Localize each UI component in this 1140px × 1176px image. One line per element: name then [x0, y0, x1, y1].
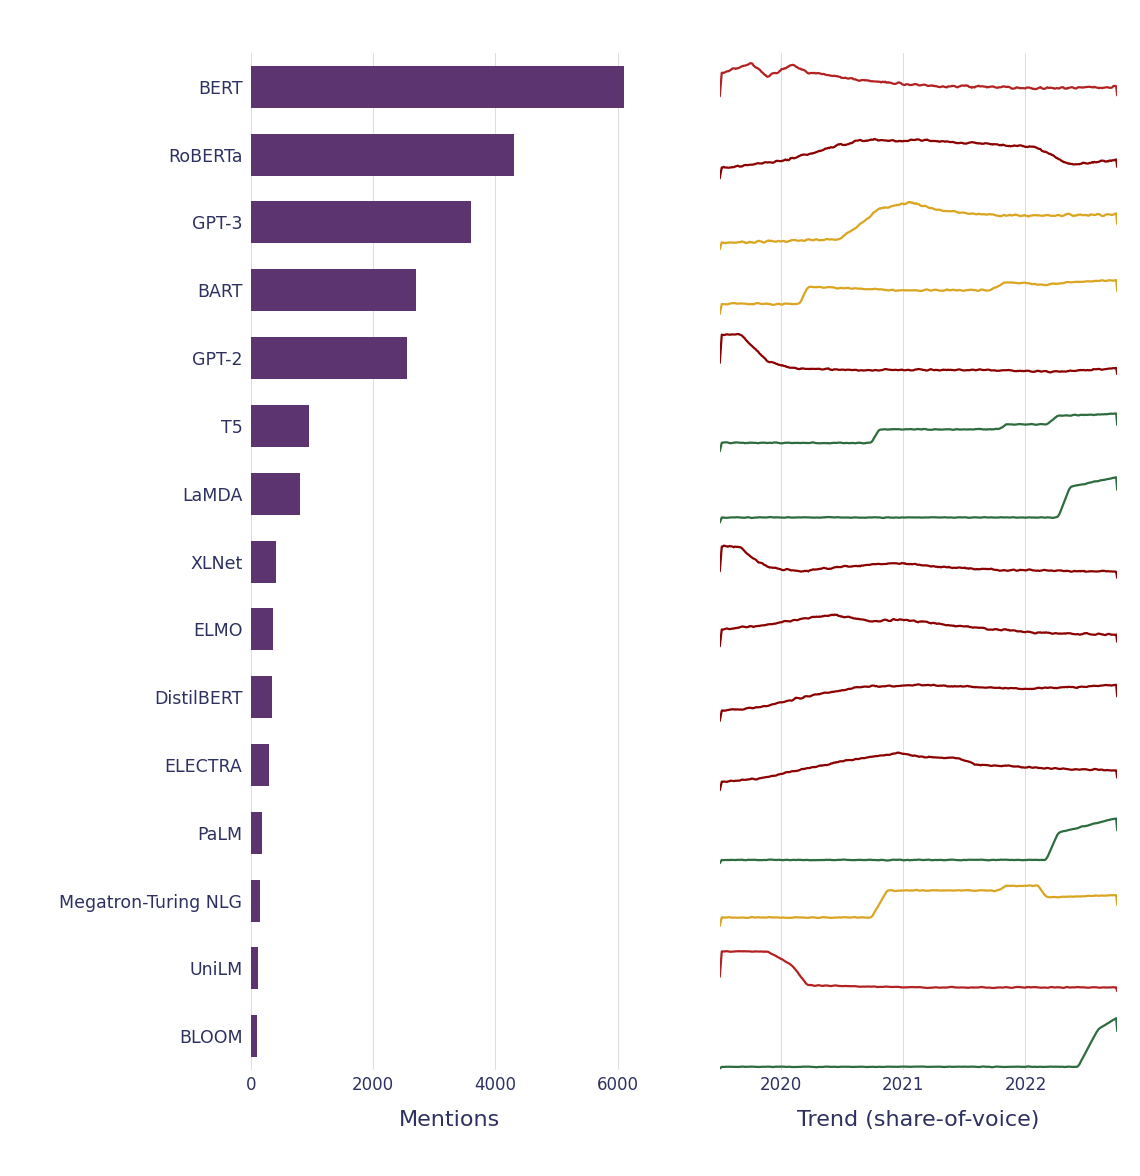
Bar: [251, 338, 407, 379]
Bar: [251, 66, 624, 108]
Bar: [251, 541, 277, 582]
Bar: [251, 201, 471, 243]
Bar: [251, 744, 269, 786]
Bar: [251, 269, 416, 312]
Bar: [251, 811, 261, 854]
Bar: [251, 405, 309, 447]
Bar: [251, 134, 514, 175]
Bar: [251, 608, 274, 650]
Bar: [251, 676, 271, 719]
X-axis label: Trend (share-of-voice): Trend (share-of-voice): [797, 1110, 1040, 1130]
Bar: [251, 1015, 256, 1057]
X-axis label: Mentions: Mentions: [399, 1110, 500, 1130]
Bar: [251, 948, 258, 989]
Bar: [251, 880, 260, 922]
Bar: [251, 473, 300, 515]
